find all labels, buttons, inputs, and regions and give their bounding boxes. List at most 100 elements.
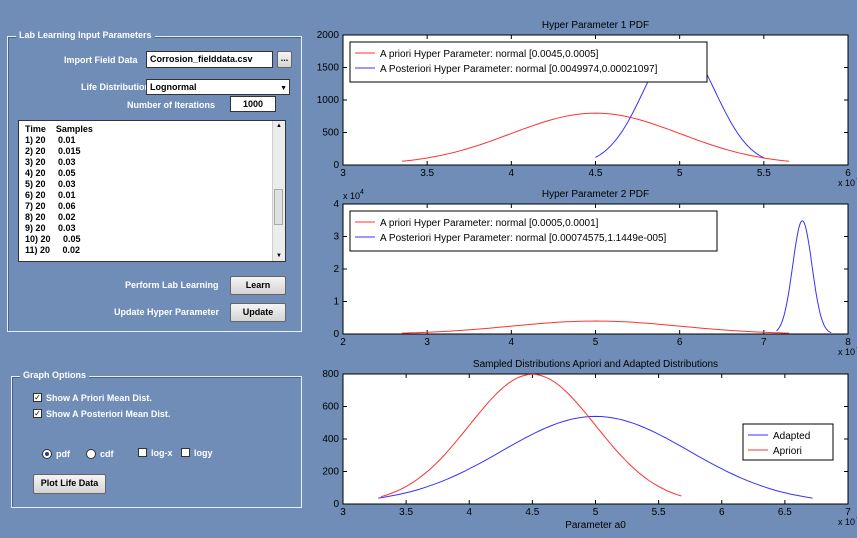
list-item[interactable]: 9) 20 0.03 (25, 223, 76, 233)
series-line (776, 220, 832, 334)
y-tick-label: 1 (333, 297, 339, 308)
logy-label: logy (194, 448, 213, 458)
show-apriori-checkbox[interactable]: ✓ (33, 393, 42, 402)
pdf-label: pdf (56, 449, 70, 459)
x-tick-label: 5 (593, 507, 599, 518)
list-scrollbar[interactable]: ▲ ▼ (272, 121, 285, 261)
iterations-input[interactable]: 1000 (230, 96, 276, 112)
import-field-input[interactable]: Corrosion_fielddata.csv (146, 51, 273, 68)
x-tick-label: 3.5 (399, 507, 413, 518)
scroll-up-icon[interactable]: ▲ (276, 123, 282, 129)
scroll-down-icon[interactable]: ▼ (276, 253, 282, 259)
update-hyper-parameter-label: Update Hyper Parameter (114, 307, 220, 317)
legend-label: A Posteriori Hyper Parameter: normal [0.… (380, 64, 658, 75)
list-item[interactable]: 11) 20 0.02 (25, 245, 81, 255)
show-aposteriori-label: Show A Posteriori Mean Dist. (46, 409, 171, 419)
scroll-thumb[interactable] (274, 189, 283, 225)
chevron-down-icon: ▼ (280, 85, 287, 92)
life-distribution-select[interactable]: Lognormal ▼ (146, 79, 290, 95)
x-tick-label: 3 (340, 507, 346, 518)
y-tick-label: 4 (333, 199, 339, 210)
y-tick-label: 200 (322, 467, 339, 478)
x-multiplier: x 10 (838, 347, 855, 357)
iterations-label: Number of Iterations (127, 100, 216, 110)
legend-box (349, 41, 708, 83)
plot-life-data-button[interactable]: Plot Life Data (33, 474, 106, 494)
x-tick-label: 8 (845, 337, 851, 348)
learn-button[interactable]: Learn (230, 276, 286, 295)
logy-checkbox[interactable] (181, 448, 190, 457)
series-line (378, 415, 813, 499)
x-tick-label: 7 (761, 337, 767, 348)
lab-panel-title: Lab Learning Input Parameters (16, 30, 155, 40)
list-item[interactable]: 8) 20 0.02 (25, 212, 76, 222)
y-tick-label: 400 (322, 434, 339, 445)
x-tick-label: 4.5 (589, 168, 603, 179)
y-tick-label: 0 (333, 499, 339, 510)
x-tick-label: 6.5 (778, 507, 792, 518)
x-tick-label: 5.5 (652, 507, 666, 518)
cdf-label: cdf (100, 449, 114, 459)
list-item[interactable]: 3) 20 0.03 (25, 157, 76, 167)
list-item[interactable]: 10) 20 0.05 (25, 234, 81, 244)
x-tick-label: 5 (677, 168, 683, 179)
legend-label: A Posteriori Hyper Parameter: normal [0.… (380, 233, 667, 244)
x-axis-label: Parameter a0 (565, 520, 626, 531)
y-tick-label: 2000 (317, 30, 340, 41)
x-tick-label: 2 (340, 337, 346, 348)
x-tick-label: 4 (466, 507, 472, 518)
y-tick-label: 3 (333, 232, 339, 243)
life-distribution-value: Lognormal (150, 82, 197, 92)
x-tick-label: 3.5 (420, 168, 434, 179)
y-tick-label: 0 (333, 329, 339, 340)
series-line (401, 320, 790, 334)
list-item[interactable]: 2) 20 0.015 (25, 146, 81, 156)
y-tick-label: 1000 (317, 95, 340, 106)
log-x-checkbox[interactable] (138, 448, 147, 457)
y-tick-label: 600 (322, 402, 339, 413)
legend-label: A priori Hyper Parameter: normal [0.0045… (380, 49, 599, 60)
x-multiplier: x 10 (838, 178, 855, 188)
x-multiplier: x 10 (838, 517, 855, 527)
x-tick-label: 6 (677, 337, 683, 348)
list-item[interactable]: 4) 20 0.05 (25, 168, 76, 178)
legend-label: Apriori (773, 446, 802, 457)
log-x-label: log-x (151, 448, 173, 458)
perform-lab-learning-label: Perform Lab Learning (125, 280, 219, 290)
y-tick-label: 2 (333, 264, 339, 275)
y-multiplier: x 10 (343, 191, 360, 201)
x-tick-label: 5 (593, 337, 599, 348)
cdf-radio[interactable] (86, 449, 96, 459)
show-aposteriori-checkbox[interactable]: ✓ (33, 409, 42, 418)
chart-title: Hyper Parameter 1 PDF (542, 20, 649, 31)
list-item[interactable]: 6) 20 0.01 (25, 190, 76, 200)
x-tick-label: 3 (340, 168, 346, 179)
x-tick-label: 4.5 (525, 507, 539, 518)
graph-options-panel: Graph Options (11, 370, 302, 508)
x-tick-label: 4 (509, 168, 515, 179)
lab-learning-panel: Lab Learning Input Parameters (7, 30, 302, 332)
list-item[interactable]: 1) 20 0.01 (25, 135, 76, 145)
update-button[interactable]: Update (230, 303, 286, 322)
legend-box (742, 423, 834, 461)
show-apriori-label: Show A Priori Mean Dist. (46, 393, 152, 403)
samples-list[interactable]: Time Samples 1) 20 0.01 2) 20 0.015 3) 2… (18, 120, 286, 262)
legend-label: Adapted (773, 431, 810, 442)
y-tick-label: 500 (322, 128, 339, 139)
x-tick-label: 6 (719, 507, 725, 518)
browse-button[interactable]: ... (277, 51, 292, 68)
y-multiplier-exp: 4 (360, 189, 364, 196)
list-item[interactable]: 7) 20 0.06 (25, 201, 76, 211)
import-field-label: Import Field Data (64, 55, 138, 65)
life-distribution-label: Life Distribution (81, 82, 150, 92)
y-tick-label: 800 (322, 369, 339, 380)
x-tick-label: 4 (509, 337, 515, 348)
y-tick-label: 0 (333, 160, 339, 171)
legend-label: A priori Hyper Parameter: normal [0.0005… (380, 218, 599, 229)
pdf-radio[interactable] (42, 449, 52, 459)
x-tick-label: 3 (424, 337, 430, 348)
list-item[interactable]: 5) 20 0.03 (25, 179, 76, 189)
y-tick-label: 1500 (317, 63, 340, 74)
chart-title: Hyper Parameter 2 PDF (542, 189, 649, 200)
